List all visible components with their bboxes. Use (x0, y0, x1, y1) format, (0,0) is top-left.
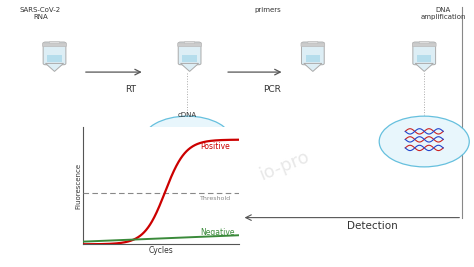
Bar (417, 55, 431, 62)
Text: DNA
amplification: DNA amplification (420, 7, 466, 20)
FancyBboxPatch shape (43, 43, 66, 46)
Polygon shape (46, 63, 64, 71)
Text: cDNA: cDNA (178, 112, 197, 118)
FancyBboxPatch shape (308, 41, 318, 44)
Text: Threshold: Threshold (200, 197, 231, 201)
Polygon shape (304, 63, 322, 71)
FancyBboxPatch shape (413, 42, 436, 65)
Text: RT: RT (125, 85, 136, 94)
Text: SARS-CoV-2
RNA: SARS-CoV-2 RNA (20, 7, 61, 20)
Text: Detection: Detection (346, 221, 398, 231)
Text: PCR: PCR (264, 85, 282, 94)
FancyBboxPatch shape (301, 43, 325, 46)
Text: Negative: Negative (200, 228, 235, 237)
Y-axis label: Fluorescence: Fluorescence (75, 163, 82, 209)
Bar (47, 55, 62, 62)
FancyBboxPatch shape (301, 42, 324, 65)
FancyBboxPatch shape (49, 41, 60, 44)
Polygon shape (415, 63, 433, 71)
FancyBboxPatch shape (43, 42, 66, 65)
FancyBboxPatch shape (178, 42, 201, 65)
FancyBboxPatch shape (412, 43, 436, 46)
Text: primers: primers (255, 7, 281, 13)
X-axis label: Cycles: Cycles (149, 246, 173, 255)
Polygon shape (181, 63, 199, 71)
Circle shape (379, 116, 469, 167)
Circle shape (142, 116, 232, 167)
FancyBboxPatch shape (185, 41, 195, 44)
Text: io-pro: io-pro (256, 147, 312, 184)
FancyBboxPatch shape (178, 43, 201, 46)
FancyBboxPatch shape (419, 41, 429, 44)
Bar (182, 55, 197, 62)
Text: Positive: Positive (200, 142, 230, 151)
Bar (306, 55, 320, 62)
